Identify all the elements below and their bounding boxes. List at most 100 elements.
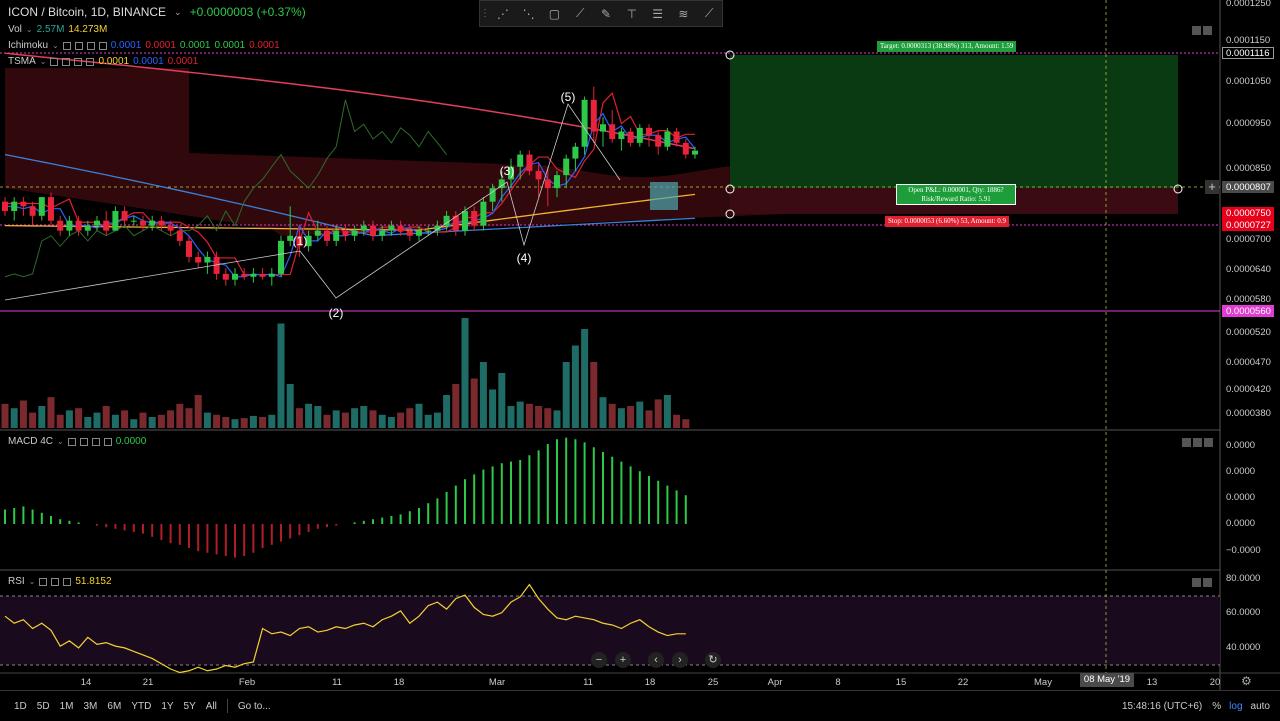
timeframe-all[interactable]: All — [205, 700, 217, 712]
pattern-tool-icon[interactable]: ⋰ — [496, 6, 509, 21]
candle-body — [636, 127, 643, 143]
abcd-tool-icon[interactable]: ⋱ — [522, 6, 535, 21]
chevron-down-icon[interactable]: ⌄ — [25, 25, 33, 34]
vertical-line-tool-icon[interactable]: ⊤ — [626, 6, 638, 21]
candle-body — [692, 150, 698, 155]
auto-toggle[interactable]: auto — [1250, 700, 1270, 712]
move-down-icon[interactable] — [1193, 438, 1202, 447]
timeframe-1d[interactable]: 1D — [14, 700, 27, 712]
wave-label[interactable]: (3) — [499, 164, 515, 178]
volume-bar — [332, 410, 340, 428]
close-icon[interactable] — [1204, 438, 1213, 447]
move-up-icon[interactable] — [1192, 578, 1201, 587]
more-icon[interactable] — [86, 57, 95, 66]
fib-tool-icon[interactable]: ☰ — [652, 6, 663, 21]
timeframe-5y[interactable]: 5Y — [183, 700, 196, 712]
timeframe-1m[interactable]: 1M — [59, 700, 74, 712]
price-axis-label: 0.0001050 — [1226, 76, 1271, 87]
zoom-in-icon[interactable]: + — [615, 652, 631, 668]
candle-body — [489, 188, 496, 202]
candle-body — [590, 99, 597, 132]
settings-icon[interactable] — [62, 57, 71, 66]
timeframe-6m[interactable]: 6M — [107, 700, 122, 712]
candle-body — [278, 240, 284, 274]
tsma-legend-name[interactable]: TSMA — [8, 56, 36, 67]
zoom-out-icon[interactable]: − — [591, 652, 607, 668]
maximize-icon[interactable] — [1192, 26, 1201, 35]
candle-body — [646, 127, 652, 136]
settings-icon[interactable] — [51, 577, 60, 586]
candle-body — [600, 124, 606, 132]
stop-label[interactable]: Stop: 0.0000053 (6.60%) 53, Amount: 0.9 — [885, 216, 1010, 227]
candle-body — [526, 154, 533, 171]
settings-icon[interactable] — [74, 41, 83, 50]
candle-body — [370, 225, 376, 236]
eye-icon[interactable] — [39, 577, 48, 586]
close-icon[interactable] — [86, 41, 95, 50]
collapse-icon[interactable] — [1203, 26, 1212, 35]
volume-bar — [571, 345, 579, 428]
chevron-down-icon[interactable]: ⌄ — [52, 41, 59, 50]
rectangle-tool-icon[interactable]: ▢ — [548, 6, 561, 21]
pnl-label-box[interactable]: Open P&L: 0.000001, Qty: 1886? Risk/Rewa… — [896, 184, 1016, 205]
timeframe-1y[interactable]: 1Y — [161, 700, 174, 712]
price-axis-label: 0.0000380 — [1226, 408, 1271, 419]
vol-value-1: 2.57M — [36, 24, 65, 35]
eye-icon[interactable] — [50, 57, 59, 66]
chevron-down-icon[interactable]: ⌄ — [174, 6, 182, 17]
percent-toggle[interactable]: % — [1212, 700, 1222, 712]
volume-bar — [176, 403, 184, 428]
ruler-tool-icon[interactable]: ⟋ — [704, 6, 714, 20]
trendline-tool-icon[interactable]: ⟋ — [576, 6, 585, 20]
time-axis-label: 22 — [957, 677, 969, 688]
log-toggle[interactable]: log — [1229, 700, 1243, 712]
rsi-value: 51.8152 — [75, 576, 112, 587]
volume-bar — [654, 399, 662, 428]
macd-legend-name[interactable]: MACD 4C — [8, 436, 54, 447]
close-icon[interactable] — [74, 57, 83, 66]
crosshair-plus-icon[interactable]: + — [1205, 180, 1219, 194]
vol-legend-name[interactable]: Vol — [8, 24, 22, 35]
volume-bar — [203, 412, 211, 428]
reset-icon[interactable]: ↻ — [705, 652, 721, 668]
timeframe-3m[interactable]: 3M — [83, 700, 98, 712]
more-icon[interactable] — [103, 437, 112, 446]
more-icon[interactable] — [98, 41, 107, 50]
wave-label[interactable]: (5) — [560, 90, 576, 104]
close-icon[interactable] — [1203, 578, 1212, 587]
wave-label[interactable]: (2) — [328, 306, 344, 320]
ichimoku-value-3: 0.0001 — [179, 40, 211, 51]
settings-gear-icon[interactable]: ⚙ — [1241, 674, 1252, 688]
eye-icon[interactable] — [62, 41, 71, 50]
grip-icon[interactable]: ⋮ — [480, 8, 490, 19]
rsi-legend-name[interactable]: RSI — [8, 576, 25, 587]
brush-tool-icon[interactable]: ✎ — [600, 6, 612, 21]
ichimoku-legend-name[interactable]: Ichimoku — [8, 40, 49, 51]
symbol-title[interactable]: ICON / Bitcoin, 1D, BINANCE — [8, 5, 167, 19]
scroll-left-icon[interactable]: ‹ — [648, 652, 664, 668]
volume-bar — [433, 412, 441, 428]
chevron-down-icon[interactable]: ⌄ — [57, 437, 64, 446]
timeframe-ytd[interactable]: YTD — [131, 700, 152, 712]
chevron-down-icon[interactable]: ⌄ — [28, 577, 36, 586]
wave-label[interactable]: (1) — [292, 234, 308, 248]
wave-label[interactable]: (4) — [516, 251, 532, 265]
move-up-icon[interactable] — [1182, 438, 1191, 447]
chart-pattern-tool-icon[interactable]: ≋ — [678, 6, 689, 21]
candle-body — [379, 230, 386, 236]
candle-body — [498, 179, 505, 189]
close-icon[interactable] — [91, 437, 100, 446]
volume-bar — [185, 408, 193, 428]
chevron-down-icon[interactable]: ⌄ — [39, 57, 47, 66]
timeframe-5d[interactable]: 5D — [36, 700, 50, 712]
close-icon[interactable] — [63, 577, 72, 586]
eye-icon[interactable] — [67, 437, 76, 446]
target-label[interactable]: Target: 0.0000313 (38.98%) 313, Amount: … — [877, 41, 1017, 52]
candle-body — [563, 158, 570, 176]
candle-body — [66, 220, 73, 231]
scroll-right-icon[interactable]: › — [672, 652, 688, 668]
candle-body — [20, 201, 27, 207]
goto-button[interactable]: Go to... — [237, 700, 271, 712]
settings-icon[interactable] — [79, 437, 88, 446]
